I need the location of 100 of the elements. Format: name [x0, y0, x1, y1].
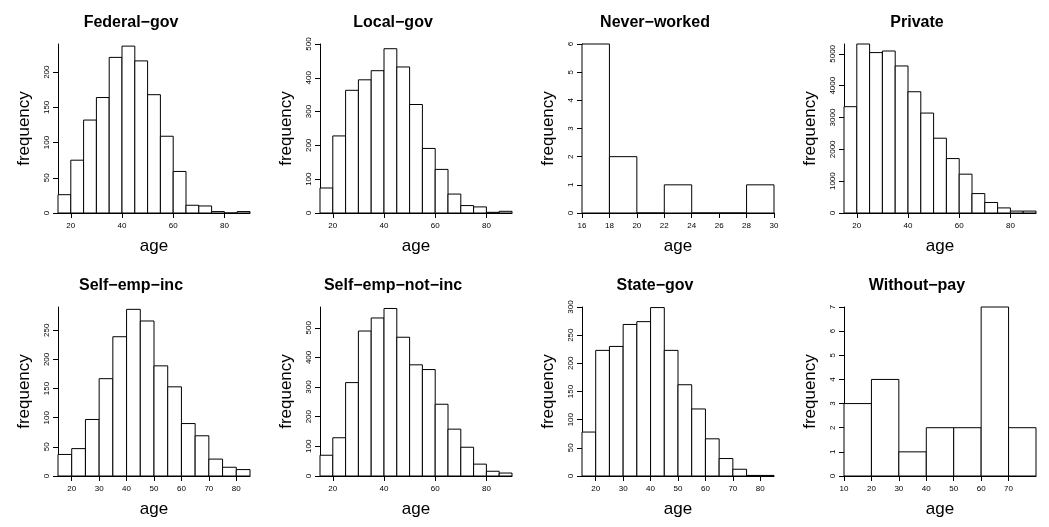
y-tick-label: 0 — [41, 473, 51, 479]
x-tick-label: 70 — [204, 483, 214, 493]
chart-title: Federal−gov — [83, 12, 179, 30]
y-tick-label: 2 — [565, 153, 575, 159]
chart-title: Self−emp−inc — [78, 275, 184, 293]
y-tick-label: 100 — [565, 412, 575, 427]
x-axis-title: age — [139, 499, 169, 518]
x-tick-label: 50 — [673, 483, 683, 493]
y-tick-label: 0 — [303, 210, 313, 216]
x-tick-label: 20 — [66, 220, 76, 230]
x-tick-label: 20 — [591, 483, 601, 493]
x-tick-label: 40 — [379, 220, 389, 230]
x-tick-label: 30 — [94, 483, 105, 493]
x-tick-label: 10 — [839, 483, 849, 493]
y-tick-label: 4000 — [827, 76, 837, 95]
y-tick-label: 0 — [565, 473, 575, 479]
y-tick-label: 150 — [565, 384, 575, 399]
x-tick-label: 50 — [949, 483, 959, 493]
x-tick-label: 60 — [976, 483, 987, 493]
chart-title: Self−emp−not−inc — [323, 275, 463, 293]
x-tick-label: 20 — [67, 483, 77, 493]
y-tick-label: 250 — [41, 323, 51, 337]
x-tick-label: 30 — [769, 220, 779, 230]
y-tick-label: 1000 — [827, 171, 837, 191]
x-tick-label: 60 — [954, 220, 965, 230]
y-axis-title: frequency — [276, 353, 295, 429]
x-axis-title: age — [139, 236, 169, 255]
x-tick-label: 20 — [852, 220, 862, 230]
y-tick-label: 200 — [565, 356, 575, 371]
x-tick-label: 20 — [866, 483, 877, 493]
y-tick-label: 0 — [565, 210, 575, 216]
y-tick-label: 3 — [827, 400, 837, 406]
y-tick-label: 5 — [827, 352, 837, 358]
x-axis-title: age — [401, 499, 431, 518]
x-tick-label: 80 — [231, 483, 242, 493]
y-tick-label: 500 — [303, 36, 313, 51]
y-tick-label: 4 — [827, 376, 837, 382]
y-tick-label: 150 — [41, 381, 51, 396]
y-axis-title: frequency — [14, 90, 33, 166]
y-tick-label: 200 — [303, 138, 313, 153]
x-tick-label: 30 — [618, 483, 629, 493]
x-tick-label: 60 — [168, 220, 179, 230]
y-tick-label: 500 — [303, 320, 313, 335]
y-axis-title: frequency — [538, 353, 557, 429]
x-tick-label: 40 — [646, 483, 656, 493]
x-tick-label: 26 — [714, 220, 725, 230]
y-tick-label: 50 — [565, 442, 575, 453]
y-axis-title: frequency — [14, 353, 33, 429]
x-tick-label: 28 — [742, 220, 752, 230]
y-tick-label: 250 — [565, 327, 575, 342]
x-tick-label: 60 — [176, 483, 187, 493]
x-tick-label: 24 — [687, 220, 697, 230]
x-tick-label: 60 — [700, 483, 711, 493]
x-axis-title: age — [401, 236, 431, 255]
x-tick-label: 60 — [430, 220, 441, 230]
x-tick-label: 20 — [632, 220, 642, 230]
x-tick-label: 80 — [481, 483, 492, 493]
y-tick-label: 6 — [827, 328, 837, 334]
y-tick-label: 200 — [303, 409, 313, 424]
y-tick-label: 300 — [303, 104, 313, 119]
x-tick-label: 80 — [1005, 220, 1016, 230]
y-tick-label: 4 — [565, 97, 575, 103]
y-tick-label: 0 — [827, 210, 837, 216]
x-tick-label: 20 — [328, 220, 338, 230]
y-tick-label: 6 — [565, 41, 575, 47]
y-axis-title: frequency — [276, 90, 295, 166]
y-tick-label: 50 — [41, 441, 51, 452]
x-tick-label: 16 — [577, 220, 587, 230]
x-tick-label: 40 — [921, 483, 932, 493]
x-tick-label: 80 — [481, 220, 492, 230]
x-tick-label: 18 — [604, 220, 615, 230]
x-tick-label: 70 — [1004, 483, 1014, 493]
y-axis-title: frequency — [538, 90, 557, 166]
y-tick-label: 100 — [41, 410, 51, 425]
chart-title: Without−pay — [868, 275, 966, 293]
y-tick-label: 200 — [41, 352, 51, 367]
y-tick-label: 0 — [827, 473, 837, 479]
y-tick-label: 1 — [565, 182, 575, 188]
y-tick-label: 0 — [303, 473, 313, 479]
x-axis-title: age — [925, 236, 955, 255]
x-axis-title: age — [663, 236, 693, 255]
y-tick-label: 100 — [303, 171, 313, 186]
y-axis-title: frequency — [800, 353, 819, 429]
y-tick-label: 100 — [41, 135, 51, 150]
x-tick-label: 40 — [903, 220, 913, 230]
y-tick-label: 300 — [565, 299, 575, 314]
y-tick-label: 5000 — [827, 44, 837, 63]
y-tick-label: 400 — [303, 70, 313, 85]
x-axis-title: age — [925, 499, 955, 518]
x-tick-label: 40 — [122, 483, 132, 493]
y-tick-label: 3 — [565, 125, 575, 131]
y-tick-label: 300 — [303, 379, 313, 394]
chart-title: State−gov — [616, 275, 694, 293]
x-tick-label: 60 — [430, 483, 441, 493]
x-tick-label: 40 — [379, 483, 389, 493]
x-tick-label: 50 — [149, 483, 159, 493]
y-tick-label: 2 — [827, 424, 837, 430]
chart-title: Local−gov — [353, 12, 433, 30]
x-tick-label: 30 — [894, 483, 904, 493]
chart-title: Private — [890, 12, 944, 30]
